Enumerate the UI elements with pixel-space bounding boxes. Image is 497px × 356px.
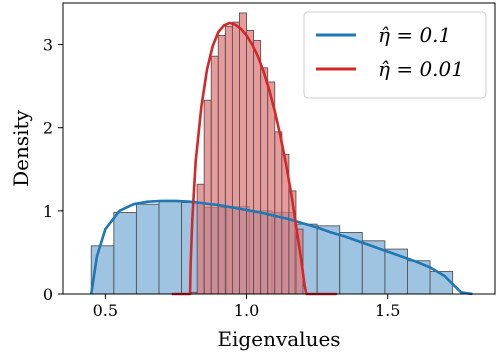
histogram-bar: [210, 55, 219, 295]
density-curves: [89, 21, 473, 296]
histogram-bar: [274, 131, 283, 295]
histogram-bar: [217, 34, 226, 295]
histogram-bars-eta-0.01: [189, 12, 304, 295]
histogram-bar: [135, 203, 160, 295]
histogram-bar: [246, 29, 255, 295]
histogram-bar: [231, 21, 240, 295]
histogram-bar: [224, 25, 233, 295]
y-tick-label: 0: [43, 285, 53, 304]
histogram-bar: [203, 99, 212, 295]
y-axis-label: Density: [9, 109, 33, 186]
x-tick-label: 1.0: [234, 301, 259, 320]
x-axis-label: Eigenvalues: [217, 327, 340, 351]
histogram-bar: [113, 212, 137, 295]
x-tick-label: 0.5: [93, 301, 118, 320]
y-tick-label: 3: [43, 36, 53, 55]
y-tick-label: 2: [43, 119, 53, 138]
histogram-bar: [253, 39, 262, 295]
histogram-bar: [239, 12, 247, 295]
legend: η̂ = 0.1 η̂ = 0.01: [303, 11, 487, 99]
y-tick-label: 1: [43, 202, 53, 221]
x-axis-ticks: 0.5 1.0 1.5: [93, 294, 400, 320]
histogram-bar: [260, 67, 269, 295]
y-axis-ticks: 0 1 2 3: [43, 36, 63, 304]
histogram-bar: [158, 201, 183, 295]
histogram-bar: [316, 225, 341, 295]
histogram-bar: [267, 81, 276, 295]
density-curve-eta-0.1: [89, 199, 473, 296]
x-tick-label: 1.5: [375, 301, 400, 320]
plot-frame: [62, 2, 496, 295]
legend-entry-label: η̂ = 0.01: [378, 57, 464, 81]
density-curve-eta-0.01: [171, 21, 337, 296]
legend-entry-label: η̂ = 0.1: [378, 23, 451, 47]
histogram-bar: [196, 183, 205, 295]
